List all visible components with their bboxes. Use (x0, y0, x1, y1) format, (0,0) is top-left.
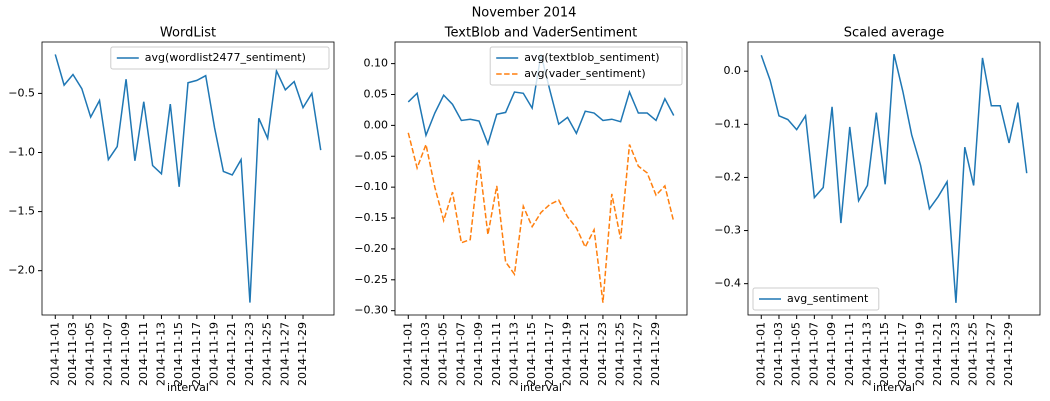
legend-box (110, 46, 330, 70)
y-tick-label: −0.20 (354, 242, 388, 255)
axes-frame (41, 41, 335, 316)
x-tick-label: 2014-11-15 (172, 322, 185, 386)
x-axis-label: interval (520, 381, 562, 394)
figure-title: November 2014 (472, 6, 577, 21)
x-tick-label: 2014-11-09 (825, 322, 838, 386)
x-tick-label: 2014-11-27 (984, 322, 997, 386)
y-tick-label: −0.3 (714, 224, 741, 237)
x-tick-label: 2014-11-13 (154, 322, 167, 386)
x-tick-label: 2014-11-23 (596, 322, 609, 386)
legend-label: avg(textblob_sentiment) (524, 51, 659, 64)
axes-frame (394, 41, 688, 316)
x-tick-label: 2014-11-05 (790, 322, 803, 386)
y-tick-label: 0.05 (364, 88, 389, 101)
x-tick-label: 2014-11-13 (860, 322, 873, 386)
x-tick-label: 2014-11-01 (48, 322, 61, 386)
series-line (54, 54, 322, 303)
y-tick-label: −0.30 (354, 304, 388, 317)
x-tick-label: 2014-11-05 (437, 322, 450, 386)
y-tick-label: −0.1 (714, 117, 741, 130)
axes-title: WordList (160, 26, 216, 41)
y-tick-label: −0.5 (8, 86, 35, 99)
x-tick-label: 2014-11-07 (454, 322, 467, 386)
x-tick-label: 2014-11-17 (543, 322, 556, 386)
legend-box (489, 46, 683, 86)
x-tick-label: 2014-11-23 (949, 322, 962, 386)
x-tick-label: 2014-11-03 (419, 322, 432, 386)
y-tick-label: −0.4 (714, 277, 741, 290)
x-tick-label: 2014-11-21 (578, 322, 591, 386)
y-tick-label: −1.0 (8, 146, 35, 159)
x-tick-label: 2014-11-17 (896, 322, 909, 386)
x-tick-label: 2014-11-19 (561, 322, 574, 386)
x-axis-label: interval (873, 381, 915, 394)
x-tick-label: 2014-11-25 (261, 322, 274, 386)
axes-title: Scaled average (844, 26, 945, 41)
x-tick-label: 2014-11-05 (84, 322, 97, 386)
x-tick-label: 2014-11-27 (278, 322, 291, 386)
x-tick-label: 2014-11-21 (931, 322, 944, 386)
x-tick-label: 2014-11-03 (772, 322, 785, 386)
y-tick-label: 0.10 (364, 57, 389, 70)
x-tick-label: 2014-11-11 (490, 322, 503, 386)
x-tick-label: 2014-11-09 (472, 322, 485, 386)
axes-frame (747, 41, 1041, 316)
x-tick-label: 2014-11-25 (967, 322, 980, 386)
legend-label: avg_sentiment (787, 292, 869, 305)
x-tick-label: 2014-11-19 (208, 322, 221, 386)
x-tick-label: 2014-11-19 (914, 322, 927, 386)
x-tick-label: 2014-11-03 (66, 322, 79, 386)
x-tick-label: 2014-11-13 (507, 322, 520, 386)
y-tick-label: −0.25 (354, 273, 388, 286)
x-tick-label: 2014-11-27 (631, 322, 644, 386)
x-axis-label: interval (167, 381, 209, 394)
y-tick-label: 0.0 (724, 64, 742, 77)
x-tick-label: 2014-11-07 (807, 322, 820, 386)
legend-label: avg(wordlist2477_sentiment) (145, 51, 306, 64)
y-tick-label: −0.2 (714, 170, 741, 183)
x-tick-label: 2014-11-01 (401, 322, 414, 386)
x-tick-label: 2014-11-07 (101, 322, 114, 386)
x-tick-label: 2014-11-29 (1002, 322, 1015, 386)
axes-title: TextBlob and VaderSentiment (444, 26, 637, 41)
series-line (407, 132, 675, 303)
x-tick-label: 2014-11-25 (614, 322, 627, 386)
y-tick-label: −0.10 (354, 180, 388, 193)
x-tick-label: 2014-11-01 (754, 322, 767, 386)
legend-box (752, 287, 880, 311)
x-tick-label: 2014-11-23 (243, 322, 256, 386)
y-tick-label: −0.15 (354, 211, 388, 224)
x-tick-label: 2014-11-09 (119, 322, 132, 386)
x-tick-label: 2014-11-29 (296, 322, 309, 386)
legend-label: avg(vader_sentiment) (524, 67, 645, 80)
x-tick-label: 2014-11-15 (878, 322, 891, 386)
y-tick-label: −0.05 (354, 149, 388, 162)
y-tick-label: −2.0 (8, 264, 35, 277)
x-tick-label: 2014-11-11 (843, 322, 856, 386)
x-tick-label: 2014-11-21 (225, 322, 238, 386)
y-tick-label: 0.00 (364, 118, 389, 131)
x-tick-label: 2014-11-11 (137, 322, 150, 386)
y-tick-label: −1.5 (8, 205, 35, 218)
x-tick-label: 2014-11-17 (190, 322, 203, 386)
x-tick-label: 2014-11-15 (525, 322, 538, 386)
series-line (760, 54, 1028, 303)
x-tick-label: 2014-11-29 (649, 322, 662, 386)
